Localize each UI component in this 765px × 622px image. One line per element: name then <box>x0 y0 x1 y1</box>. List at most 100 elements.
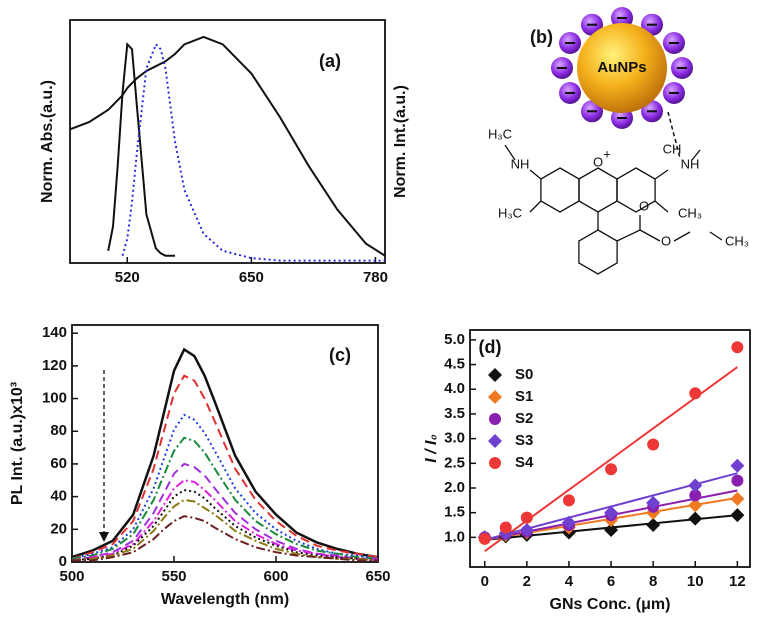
atom-label: O <box>639 198 649 213</box>
marker <box>562 494 575 507</box>
marker <box>646 518 661 533</box>
legend-marker <box>488 368 502 382</box>
y-axis-label: I / I₀ <box>423 434 440 463</box>
marker <box>646 495 661 510</box>
y-axis-label: PL Int. (a.u.)x10³ <box>9 382 26 505</box>
x-tick-label: 2 <box>523 573 531 590</box>
ring <box>578 229 618 275</box>
marker <box>520 511 533 524</box>
legend-marker <box>489 413 501 425</box>
y-tick-label: 40 <box>50 488 67 505</box>
y-tick-label: 140 <box>42 324 67 341</box>
marker <box>604 505 619 520</box>
y-tick-label: 2.5 <box>444 454 465 471</box>
y-tick-label: 0 <box>59 553 67 570</box>
panel-label: (a) <box>319 51 341 71</box>
ring <box>578 167 618 213</box>
bond <box>691 149 701 161</box>
bond <box>673 231 691 242</box>
x-tick-label: 4 <box>565 573 574 590</box>
legend-label: S2 <box>515 410 533 427</box>
atom-label: CH₃ <box>725 233 749 248</box>
y-tick-label: 4.5 <box>444 356 465 373</box>
legend-label: S3 <box>515 432 533 449</box>
marker <box>605 463 618 476</box>
marker <box>688 511 703 526</box>
x-tick-label: 8 <box>649 573 657 590</box>
bond <box>504 144 516 161</box>
plot-frame <box>69 19 386 264</box>
panel-label: (b) <box>530 27 553 47</box>
panel-label: (c) <box>329 345 351 365</box>
chart-panel: 500 550 600 650 0 20 40 60 80 100 120 140 Wavelength… <box>9 324 391 608</box>
series-line <box>69 35 386 257</box>
bond <box>654 200 669 213</box>
legend-marker <box>489 457 501 469</box>
y-tick-label: 3.5 <box>444 405 465 422</box>
plot-frame <box>469 329 751 568</box>
bond <box>709 231 723 241</box>
series-line <box>107 42 175 257</box>
series-line <box>121 42 385 262</box>
y-tick-label: 3.0 <box>444 430 465 447</box>
ring <box>540 167 580 213</box>
y-tick-label: 4.0 <box>444 380 465 397</box>
series-line <box>71 489 379 562</box>
series-line <box>71 498 379 562</box>
y-tick-label: 1.5 <box>444 504 465 521</box>
legend-marker <box>488 434 502 448</box>
y-tick-label: 1.0 <box>444 528 465 545</box>
atom-label: CH <box>663 141 682 156</box>
x-tick-label: 12 <box>729 573 746 590</box>
x-tick-label: 0 <box>481 573 489 590</box>
x-tick-label: 6 <box>607 573 615 590</box>
bond <box>639 229 661 242</box>
atom-label: H₃C <box>498 205 522 220</box>
x-tick-label: 550 <box>161 568 186 585</box>
y-tick-label: 2.0 <box>444 479 465 496</box>
marker <box>519 522 534 537</box>
atom-label: NH <box>511 156 530 171</box>
x-tick-label: 520 <box>115 269 140 286</box>
bond <box>529 200 542 213</box>
marker <box>688 478 703 493</box>
chart-panel: 520 650 780 Norm. Abs.(a.u.) Norm. Int.(a.u.… <box>39 19 409 286</box>
guide-arrowhead <box>99 532 109 542</box>
marker <box>561 515 576 530</box>
atom-label: NH <box>681 156 700 171</box>
marker <box>499 521 512 534</box>
nanoparticle <box>577 23 667 113</box>
y-tick-label: 60 <box>50 455 67 472</box>
y-tick-label: 20 <box>50 520 67 537</box>
marker <box>478 532 491 545</box>
marker <box>647 438 660 451</box>
y-tick-label: 80 <box>50 422 67 439</box>
legend-label: S1 <box>515 388 533 405</box>
marker <box>688 498 703 513</box>
y-tick-label: 5.0 <box>444 331 465 348</box>
series-line <box>71 347 379 559</box>
atom-label: CH₃ <box>678 205 702 220</box>
series-line <box>71 374 379 560</box>
bond <box>654 169 669 180</box>
x-tick-label: 650 <box>239 269 264 286</box>
series-line <box>71 436 379 560</box>
marker <box>731 341 744 354</box>
ring <box>616 167 656 213</box>
x-tick-label: 600 <box>263 568 288 585</box>
atom-label: + <box>603 146 611 161</box>
x-tick-label: 780 <box>363 269 388 286</box>
interaction-arrow <box>667 111 681 159</box>
atom-label: O <box>661 233 671 248</box>
plot-frame <box>71 324 379 563</box>
x-tick-label: 650 <box>365 568 390 585</box>
chart-panel: 0 2 4 6 8 10 12 1.0 1.5 2.0 2.5 3.0 3.5 4.0 4.5 5.0 GNs … <box>423 329 751 613</box>
marker <box>689 489 702 502</box>
bond <box>529 169 542 180</box>
marker <box>730 458 745 473</box>
particle-label: AuNPs <box>597 59 646 76</box>
series-line <box>71 479 379 562</box>
